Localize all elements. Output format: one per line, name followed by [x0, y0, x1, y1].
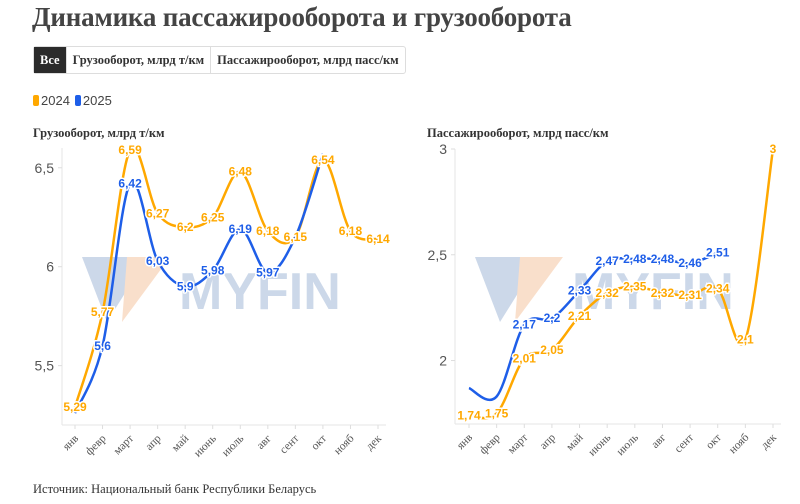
x-tick-label: дек	[759, 431, 779, 451]
data-label-2024: 6,18	[256, 224, 280, 238]
series-line-2024	[73, 146, 379, 408]
y-tick-label: 3	[439, 141, 447, 157]
x-tick-label: июль	[614, 432, 640, 458]
x-tick-label: авг	[649, 431, 668, 450]
data-label-2024: 1,74	[457, 409, 481, 423]
y-tick-label: 5,5	[35, 358, 55, 374]
series-line-2025	[468, 251, 719, 402]
x-tick-label: нояб	[332, 433, 357, 458]
tab-passenger[interactable]: Пассажирооборот, млрд пасс/км	[217, 53, 399, 67]
x-tick-label: окт	[309, 433, 329, 453]
data-label-2025: 2,48	[651, 252, 675, 266]
data-label-2025: 5,97	[256, 266, 280, 280]
data-label-2025: 2,47	[596, 254, 620, 268]
x-tick-label: нояб	[727, 432, 752, 457]
data-label-2025: 2,48	[623, 252, 647, 266]
data-label-2024: 6,18	[339, 224, 363, 238]
x-tick-label: февр	[83, 432, 108, 457]
legend-label: 2024	[41, 93, 70, 108]
data-label-2024: 6,59	[118, 143, 142, 157]
x-tick-label: март	[506, 432, 531, 457]
data-label-2024: 6,48	[229, 165, 253, 179]
x-tick-label: февр	[477, 431, 502, 456]
data-label-2024: 2,32	[651, 286, 675, 300]
legend: 2024 2025	[33, 93, 112, 108]
legend-label: 2025	[82, 93, 112, 108]
x-tick-label: янв	[61, 432, 82, 453]
data-label-2025: 5,6	[94, 339, 111, 353]
myfin-watermark-logo: MYFIN	[82, 257, 341, 322]
data-label-2025: 2,46	[678, 256, 702, 270]
x-tick-label: июль	[220, 433, 246, 459]
passenger-chart-title: Пассажирооборот, млрд пасс/км	[427, 126, 609, 140]
data-label-2024: 2,31	[678, 288, 702, 302]
y-tick-label: 2,5	[428, 247, 448, 263]
passenger-chart: MYFIN 2 2,5 3 янв февр март апр май июнь июль авг се…	[428, 141, 781, 459]
x-tick-label: май	[170, 433, 192, 455]
x-tick-label: сент	[278, 433, 302, 457]
data-label-2025: 6,03	[146, 254, 170, 268]
tab-freight[interactable]: Грузооборот, млрд т/км	[67, 47, 212, 73]
data-label-2024: 2,05	[540, 343, 564, 357]
x-tick-label: апр	[538, 431, 559, 452]
data-label-2024: 6,15	[284, 230, 308, 244]
x-tick-label: июнь	[586, 432, 613, 459]
x-tick-label: окт	[704, 432, 724, 452]
x-tick-label: янв	[455, 431, 476, 452]
data-label-2024: 6,14	[366, 232, 390, 246]
data-label-2024: 2,32	[596, 286, 620, 300]
x-tick-label: май	[564, 432, 586, 454]
legend-item-2025[interactable]: 2025	[74, 93, 112, 108]
data-label-2024: 5,77	[91, 305, 115, 319]
x-tick-label: июнь	[192, 433, 219, 460]
data-label-2024: 2,1	[737, 332, 754, 346]
svg-text:MYFIN: MYFIN	[179, 263, 341, 321]
data-label-2025: 2,51	[706, 246, 730, 260]
tab-bar: Все Грузооборот, млрд т/км Пассажирообор…	[33, 46, 406, 74]
data-label-2025: 6,19	[229, 222, 253, 236]
x-tick-label: сент	[673, 432, 697, 456]
data-label-2025: 2,2	[544, 311, 561, 325]
data-label-2024: 6,54	[311, 153, 335, 167]
data-label-2024: 3	[770, 142, 777, 156]
series-line-2025	[73, 153, 325, 414]
data-label-2024: 2,35	[623, 280, 647, 294]
freight-chart-title: Грузооборот, млрд т/км	[33, 126, 165, 140]
data-label-2024: 2,21	[568, 309, 592, 323]
data-label-2024: 2,34	[706, 282, 730, 296]
y-tick-label: 2	[439, 353, 447, 369]
y-tick-label: 6,5	[35, 160, 55, 176]
data-label-2025: 5,9	[177, 280, 194, 294]
x-tick-label: авг	[255, 432, 274, 451]
x-tick-label: апр	[143, 432, 164, 453]
data-label-2024: 5,29	[63, 400, 87, 414]
data-label-2024: 1,75	[485, 406, 509, 420]
svg-text:MYFIN: MYFIN	[572, 263, 734, 321]
data-label-2024: 6,25	[201, 210, 225, 224]
data-label-2025: 5,98	[201, 264, 225, 278]
y-tick-label: 6	[46, 259, 54, 275]
source-note: Источник: Национальный банк Республики Б…	[33, 482, 317, 496]
freight-chart: MYFIN 5,5 6 6,5 янв февр март апр май июнь июль авг…	[35, 141, 392, 460]
legend-swatch-2025	[74, 95, 81, 106]
data-label-2025: 6,42	[118, 177, 142, 191]
legend-swatch-2024	[33, 95, 39, 106]
myfin-watermark-logo: MYFIN	[475, 257, 734, 322]
data-label-2024: 6,27	[146, 206, 170, 220]
data-label-2024: 2,01	[513, 351, 537, 365]
legend-item-2024[interactable]: 2024	[33, 93, 70, 108]
x-tick-label: март	[112, 433, 137, 458]
data-label-2024: 6,2	[177, 220, 194, 234]
page-title: Динамика пассажирооборота и грузооборота	[32, 2, 572, 32]
data-label-2025: 2,17	[513, 318, 537, 332]
data-label-2025: 2,33	[568, 284, 592, 298]
x-tick-label: дек	[364, 432, 384, 452]
tab-all[interactable]: Все	[34, 47, 67, 73]
